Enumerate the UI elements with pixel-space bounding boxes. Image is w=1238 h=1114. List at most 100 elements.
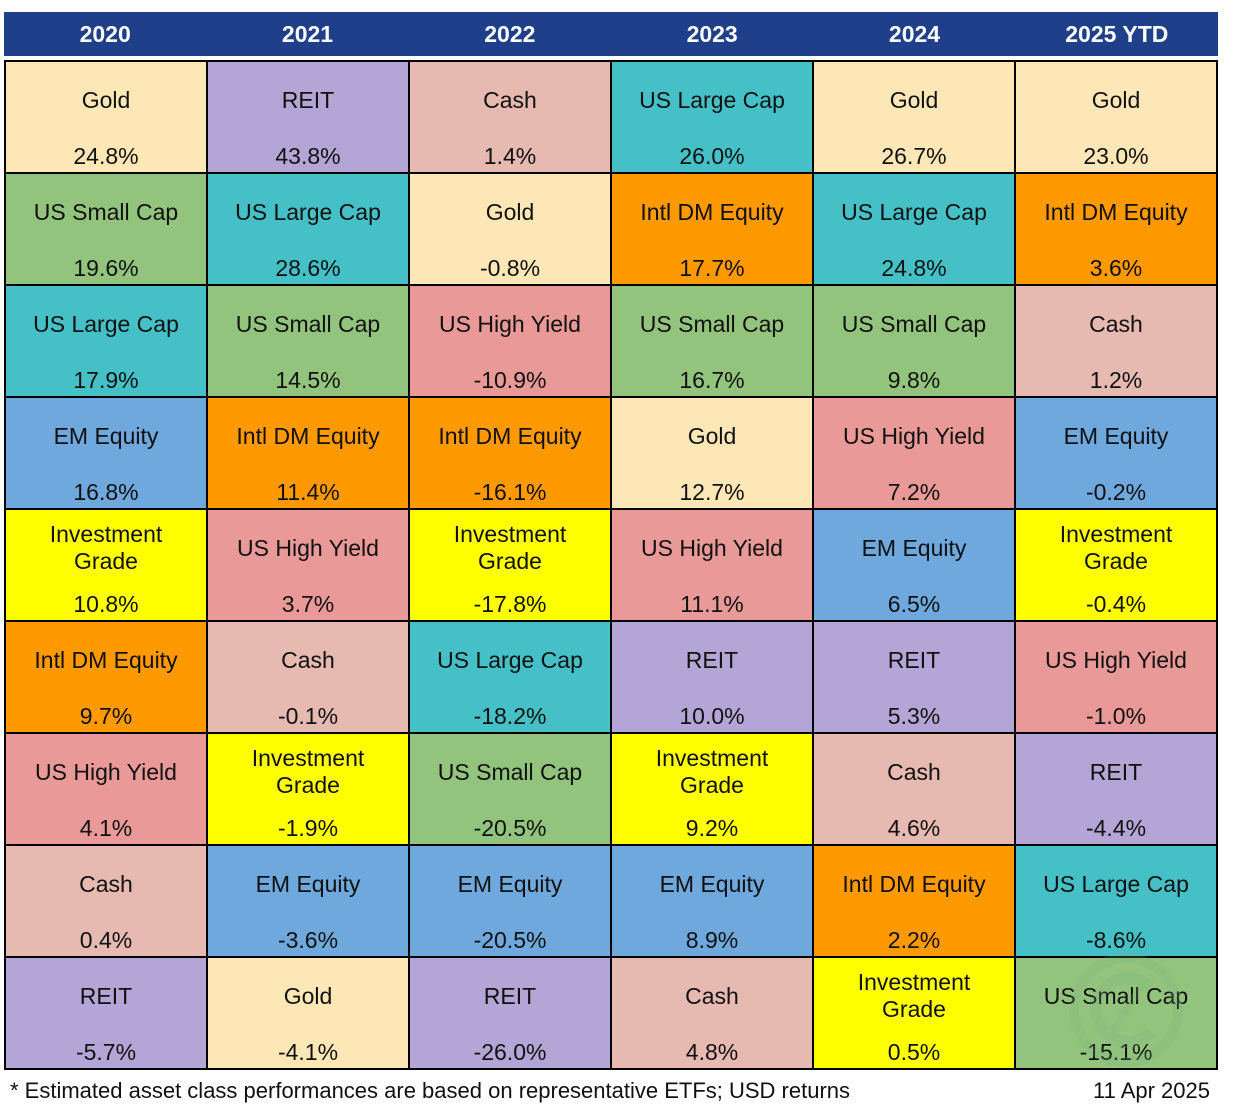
- return-cell: Investment Grade -17.8%: [409, 509, 611, 621]
- return-cell: US Large Cap -18.2%: [409, 621, 611, 733]
- return-cell: US Large Cap 17.9%: [5, 285, 207, 397]
- return-value: 10.8%: [73, 591, 139, 617]
- year-header-5: 2025 YTD: [1065, 20, 1169, 47]
- asset-class-label: US Large Cap: [639, 86, 785, 113]
- asset-class-label: EM Equity: [659, 870, 765, 897]
- asset-class-label: REIT: [483, 982, 537, 1009]
- asset-class-label: REIT: [685, 646, 739, 673]
- return-cell: US Small Cap 19.6%: [5, 173, 207, 285]
- asset-class-label: US Small Cap: [639, 310, 785, 337]
- return-value: 1.2%: [1089, 367, 1143, 393]
- return-value: -8.6%: [1085, 927, 1147, 953]
- return-value: 4.6%: [887, 815, 941, 841]
- return-value: 3.6%: [1089, 255, 1143, 281]
- return-cell: Investment Grade -1.9%: [207, 733, 409, 845]
- asset-class-label: US Large Cap: [841, 198, 987, 225]
- return-cell: EM Equity 16.8%: [5, 397, 207, 509]
- return-value: -1.9%: [277, 815, 339, 841]
- return-cell: US Large Cap 28.6%: [207, 173, 409, 285]
- return-cell: Intl DM Equity 11.4%: [207, 397, 409, 509]
- return-cell: Intl DM Equity -16.1%: [409, 397, 611, 509]
- return-cell: Cash 1.2%: [1015, 285, 1217, 397]
- asset-class-label: US High Yield: [843, 422, 985, 449]
- return-cell: EM Equity 6.5%: [813, 509, 1015, 621]
- return-cell: EM Equity 8.9%: [611, 845, 813, 957]
- return-value: -18.2%: [473, 703, 547, 729]
- return-cell: US Small Cap 9.8%: [813, 285, 1015, 397]
- return-cell: Investment Grade 10.8%: [5, 509, 207, 621]
- asset-class-label: US Small Cap: [1043, 982, 1189, 1009]
- return-cell: Investment Grade 9.2%: [611, 733, 813, 845]
- return-value: 5.3%: [887, 703, 941, 729]
- return-cell: REIT -26.0%: [409, 957, 611, 1069]
- asset-class-label: US Large Cap: [235, 198, 381, 225]
- footnote: * Estimated asset class performances are…: [10, 1078, 851, 1103]
- return-cell: Cash -0.1%: [207, 621, 409, 733]
- asset-class-label: Intl DM Equity: [640, 198, 784, 225]
- return-cell: REIT 5.3%: [813, 621, 1015, 733]
- return-value: 17.9%: [73, 367, 139, 393]
- asset-class-label: US High Yield: [641, 534, 783, 561]
- return-cell: Gold -4.1%: [207, 957, 409, 1069]
- return-value: -1.0%: [1085, 703, 1147, 729]
- asset-class-label: Cash: [281, 646, 335, 673]
- asset-class-label: Gold: [687, 422, 737, 449]
- asset-class-label: US High Yield: [1045, 646, 1187, 673]
- return-cell: US Small Cap 14.5%: [207, 285, 409, 397]
- asset-class-label: US High Yield: [237, 534, 379, 561]
- return-cell: US High Yield -1.0%: [1015, 621, 1217, 733]
- return-value: 6.5%: [887, 591, 941, 617]
- return-value: 16.7%: [679, 367, 745, 393]
- return-value: -26.0%: [473, 1039, 547, 1065]
- return-value: 43.8%: [275, 143, 341, 169]
- return-cell: Gold 24.8%: [5, 61, 207, 173]
- return-cell: US Large Cap 24.8%: [813, 173, 1015, 285]
- return-value: 9.8%: [887, 367, 941, 393]
- return-value: -0.4%: [1085, 591, 1147, 617]
- year-header-2: 2022: [484, 20, 536, 47]
- return-value: 8.9%: [685, 927, 739, 953]
- return-cell: Investment Grade 0.5%: [813, 957, 1015, 1069]
- asset-class-label: Investment Grade: [857, 969, 971, 1022]
- return-value: 9.2%: [685, 815, 739, 841]
- return-cell: US Large Cap 26.0%: [611, 61, 813, 173]
- return-value: 3.7%: [281, 591, 335, 617]
- return-cell: Cash 0.4%: [5, 845, 207, 957]
- as-of-date: 11 Apr 2025: [1092, 1078, 1210, 1103]
- asset-class-label: US Small Cap: [235, 310, 381, 337]
- return-value: 0.5%: [887, 1039, 941, 1065]
- year-header-0: 2020: [79, 20, 131, 47]
- asset-class-label: Gold: [889, 86, 939, 113]
- asset-class-label: REIT: [887, 646, 941, 673]
- return-value: -20.5%: [473, 927, 547, 953]
- asset-class-label: Investment Grade: [251, 745, 365, 798]
- return-value: 11.1%: [680, 591, 744, 617]
- return-value: 23.0%: [1083, 143, 1149, 169]
- year-header-1: 2021: [281, 20, 334, 47]
- asset-class-label: Cash: [483, 86, 537, 113]
- return-cell: US Large Cap -8.6%: [1015, 845, 1217, 957]
- return-cell: Gold 26.7%: [813, 61, 1015, 173]
- return-cell: Intl DM Equity 9.7%: [5, 621, 207, 733]
- return-value: -15.1%: [1079, 1039, 1153, 1065]
- year-header-4: 2024: [888, 20, 941, 47]
- asset-class-label: US Small Cap: [437, 758, 583, 785]
- asset-class-label: Gold: [81, 86, 131, 113]
- return-cell: EM Equity -0.2%: [1015, 397, 1217, 509]
- asset-class-label: Intl DM Equity: [34, 646, 178, 673]
- asset-class-label: Gold: [283, 982, 333, 1009]
- return-cell: US High Yield -10.9%: [409, 285, 611, 397]
- asset-class-label: REIT: [79, 982, 133, 1009]
- return-value: 24.8%: [881, 255, 947, 281]
- return-value: -5.7%: [75, 1039, 137, 1065]
- return-value: 24.8%: [73, 143, 139, 169]
- return-cell: US Small Cap -15.1%: [1015, 957, 1217, 1069]
- return-cell: REIT 10.0%: [611, 621, 813, 733]
- return-cell: EM Equity -20.5%: [409, 845, 611, 957]
- return-value: 1.4%: [483, 143, 537, 169]
- asset-class-label: US Large Cap: [1043, 870, 1189, 897]
- return-value: 12.7%: [679, 479, 745, 505]
- asset-class-label: US Small Cap: [33, 198, 179, 225]
- asset-class-label: EM Equity: [53, 422, 159, 449]
- return-value: -10.9%: [473, 367, 547, 393]
